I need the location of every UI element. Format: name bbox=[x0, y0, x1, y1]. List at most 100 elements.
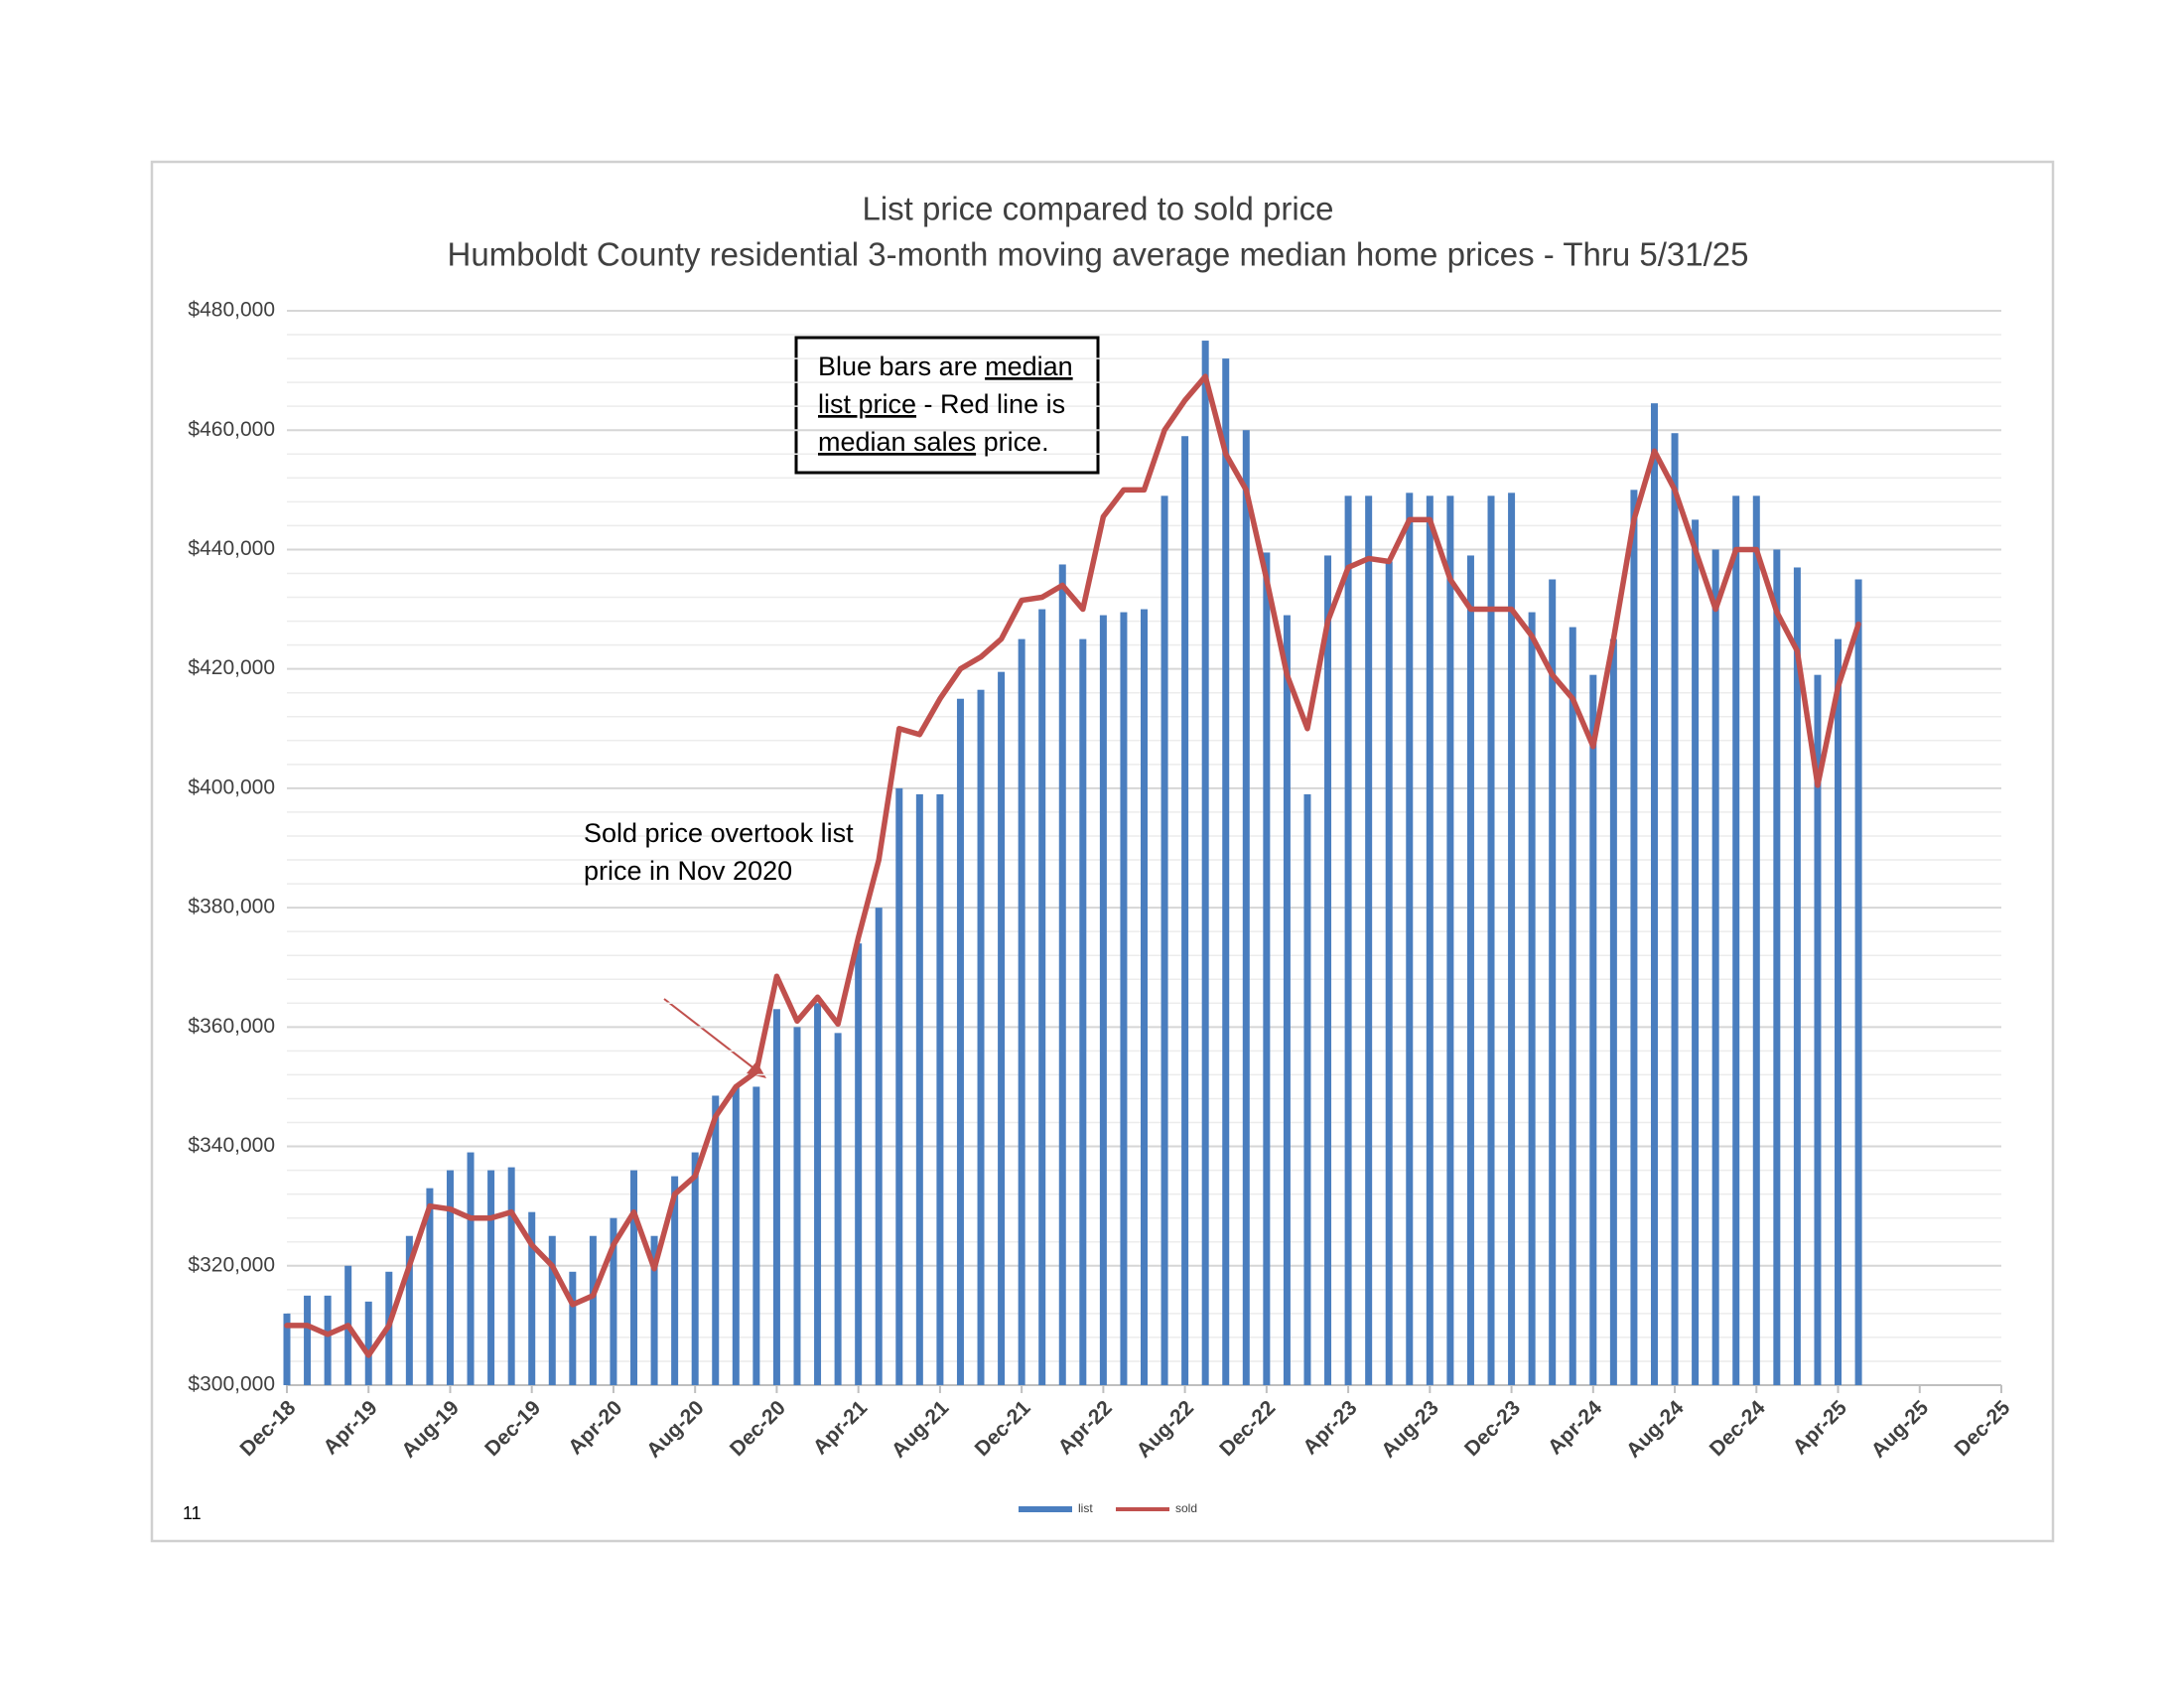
bar bbox=[467, 1152, 475, 1385]
bar bbox=[1814, 674, 1822, 1385]
bar bbox=[1099, 615, 1107, 1385]
y-tick-label: $340,000 bbox=[188, 1134, 275, 1157]
y-tick-label: $300,000 bbox=[188, 1373, 275, 1396]
bar bbox=[630, 1170, 638, 1385]
bar bbox=[1201, 341, 1209, 1385]
bar bbox=[1181, 436, 1189, 1385]
bar bbox=[1038, 609, 1046, 1385]
bar bbox=[752, 1086, 760, 1385]
legend-label: sold bbox=[1175, 1501, 1197, 1515]
bar bbox=[1160, 495, 1168, 1385]
bar bbox=[1630, 490, 1638, 1385]
bar bbox=[1508, 492, 1516, 1386]
bar bbox=[1365, 495, 1373, 1385]
bar bbox=[671, 1176, 679, 1385]
annotation-segment: price. bbox=[976, 427, 1049, 457]
bar bbox=[569, 1271, 577, 1385]
bar bbox=[915, 793, 923, 1385]
bar bbox=[1854, 579, 1862, 1385]
annotation-segment: median sales bbox=[818, 427, 976, 457]
bar bbox=[364, 1301, 372, 1385]
y-tick-label: $420,000 bbox=[188, 656, 275, 679]
bar bbox=[1732, 495, 1740, 1385]
bar bbox=[875, 908, 883, 1385]
y-tick-label: $400,000 bbox=[188, 775, 275, 798]
bar bbox=[1018, 638, 1025, 1385]
bar bbox=[1773, 549, 1781, 1385]
annotation-text: price in Nov 2020 bbox=[584, 856, 792, 886]
bar bbox=[1079, 638, 1087, 1385]
y-tick-label: $380,000 bbox=[188, 896, 275, 918]
bar bbox=[1589, 674, 1597, 1385]
bar bbox=[1466, 555, 1474, 1385]
bar bbox=[304, 1295, 312, 1385]
annotation-box bbox=[794, 336, 1100, 475]
bar bbox=[1263, 552, 1271, 1385]
bar bbox=[1344, 495, 1352, 1385]
bar bbox=[1569, 627, 1576, 1385]
bar bbox=[1120, 612, 1128, 1385]
bar bbox=[1242, 430, 1250, 1385]
bar bbox=[936, 793, 944, 1385]
bar bbox=[589, 1235, 597, 1385]
bar bbox=[712, 1095, 720, 1385]
bar bbox=[793, 1027, 801, 1385]
bar bbox=[1528, 612, 1536, 1385]
bar bbox=[1141, 609, 1148, 1385]
annotation-arrow bbox=[663, 998, 761, 1074]
annotation-segment: Blue bars are bbox=[818, 352, 985, 381]
chart-subtitle: Humboldt County residential 3-month movi… bbox=[448, 236, 1749, 273]
legend-swatch bbox=[1019, 1506, 1072, 1512]
bar bbox=[732, 1086, 740, 1385]
bar bbox=[895, 787, 903, 1385]
bar bbox=[956, 698, 964, 1385]
bar bbox=[1283, 615, 1291, 1385]
annotation-segment: - Red line is bbox=[916, 389, 1065, 419]
y-tick-label: $440,000 bbox=[188, 537, 275, 560]
bar bbox=[1549, 579, 1557, 1385]
line bbox=[284, 373, 1861, 1358]
annotation-text: Sold price overtook list bbox=[584, 818, 854, 848]
bar bbox=[610, 1217, 617, 1385]
bar bbox=[324, 1295, 332, 1385]
annotation-segment: price in Nov 2020 bbox=[584, 856, 792, 886]
annotation-segment: list price bbox=[818, 389, 916, 419]
y-tick-label: $320,000 bbox=[188, 1253, 275, 1276]
bar bbox=[1385, 561, 1393, 1385]
bar bbox=[650, 1235, 658, 1385]
bar bbox=[487, 1170, 495, 1385]
bar bbox=[814, 1003, 822, 1385]
bar bbox=[446, 1170, 454, 1385]
bar bbox=[772, 1009, 780, 1385]
annotation-segment: Sold price overtook list bbox=[584, 818, 854, 848]
bar bbox=[855, 943, 863, 1385]
bar bbox=[1406, 492, 1414, 1386]
bar bbox=[834, 1033, 842, 1385]
bar bbox=[998, 671, 1006, 1385]
bar bbox=[507, 1167, 515, 1385]
bar bbox=[1711, 549, 1719, 1385]
bar bbox=[977, 689, 985, 1385]
bar bbox=[1446, 495, 1454, 1385]
bar bbox=[1222, 358, 1230, 1386]
chart-title: List price compared to sold price bbox=[862, 191, 1333, 227]
bar bbox=[426, 1188, 434, 1385]
annotation-segment: median bbox=[985, 352, 1073, 381]
bar bbox=[691, 1152, 699, 1385]
bar bbox=[1487, 495, 1495, 1385]
bar bbox=[1609, 638, 1617, 1385]
bar bbox=[528, 1211, 536, 1385]
bar bbox=[1835, 638, 1843, 1385]
bar bbox=[1692, 519, 1700, 1385]
bar bbox=[1303, 793, 1311, 1385]
y-tick-label: $480,000 bbox=[188, 299, 275, 322]
bar bbox=[1650, 403, 1658, 1385]
bar bbox=[1426, 495, 1433, 1385]
legend-label: list bbox=[1078, 1501, 1093, 1515]
bar bbox=[1793, 567, 1801, 1385]
annotation-text: median sales price. bbox=[818, 427, 1049, 457]
bar bbox=[283, 1313, 291, 1385]
bar bbox=[1324, 555, 1332, 1385]
